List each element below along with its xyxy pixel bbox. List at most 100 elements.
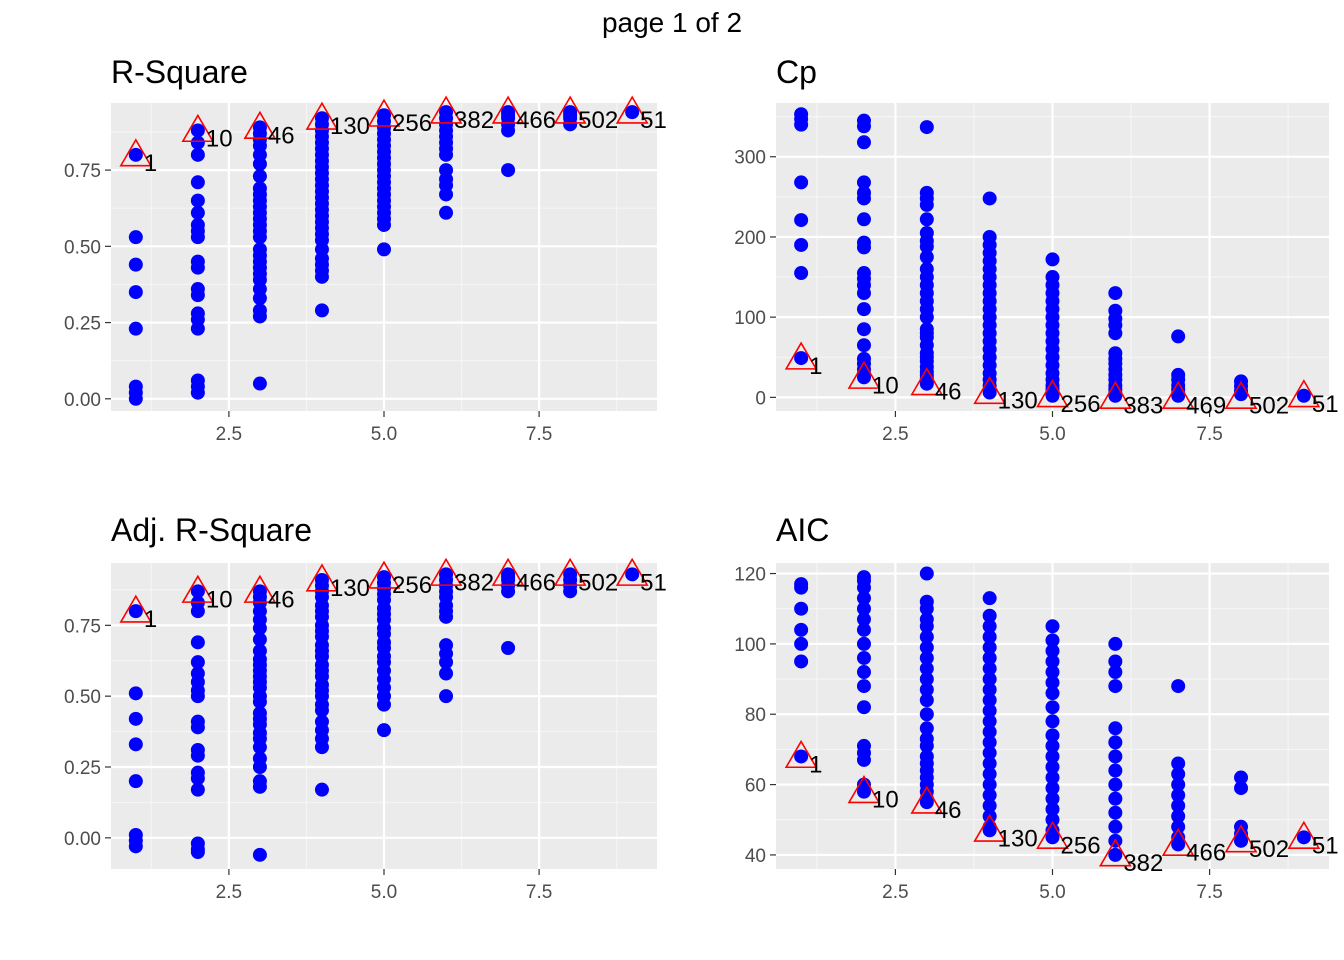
data-point bbox=[856, 191, 871, 206]
best-model-marker bbox=[429, 557, 463, 586]
data-point bbox=[794, 636, 809, 651]
data-point bbox=[128, 839, 143, 854]
y-tick-label: 80 bbox=[745, 705, 766, 726]
data-point bbox=[625, 105, 640, 120]
data-point bbox=[314, 782, 329, 797]
best-model-label: 10 bbox=[872, 787, 899, 814]
data-point bbox=[982, 191, 997, 206]
best-model-marker bbox=[615, 95, 649, 124]
x-tick-label: 7.5 bbox=[526, 882, 552, 903]
data-point bbox=[794, 237, 809, 252]
data-point bbox=[1045, 802, 1060, 817]
data-point bbox=[128, 285, 143, 300]
best-model-label: 502 bbox=[1249, 392, 1289, 419]
data-point bbox=[1171, 388, 1186, 403]
data-point bbox=[919, 619, 934, 634]
data-point bbox=[1171, 679, 1186, 694]
best-model-marker bbox=[305, 563, 339, 592]
data-point bbox=[919, 640, 934, 655]
data-point bbox=[190, 385, 205, 400]
data-point bbox=[1045, 738, 1060, 753]
data-point bbox=[1045, 252, 1060, 267]
data-point bbox=[982, 777, 997, 792]
best-model-marker bbox=[367, 560, 401, 589]
best-model-label: 466 bbox=[516, 569, 556, 596]
data-point bbox=[982, 591, 997, 606]
best-model-label: 46 bbox=[268, 586, 295, 613]
best-model-label: 469 bbox=[1186, 392, 1226, 419]
x-tick-label: 7.5 bbox=[526, 424, 552, 445]
data-point bbox=[1171, 788, 1186, 803]
data-point bbox=[190, 584, 205, 599]
data-point bbox=[314, 740, 329, 755]
data-point bbox=[252, 632, 267, 647]
x-tick-label: 2.5 bbox=[882, 424, 908, 445]
data-point bbox=[314, 703, 329, 718]
data-point bbox=[1171, 819, 1186, 834]
data-point bbox=[919, 120, 934, 135]
best-model-marker bbox=[1224, 824, 1258, 853]
best-model-marker bbox=[973, 375, 1007, 405]
data-point bbox=[252, 309, 267, 324]
best-model-label: 256 bbox=[392, 110, 432, 137]
data-point bbox=[856, 591, 871, 606]
data-point bbox=[1171, 767, 1186, 782]
data-point bbox=[563, 584, 578, 599]
data-point bbox=[1108, 735, 1123, 750]
panel-title: R-Square bbox=[111, 54, 248, 90]
panel-cp: Cp 0 100 200 300 2.5 5.0 7.5 1 10 46 130 256 383 469 5… bbox=[734, 54, 1338, 445]
data-point bbox=[190, 175, 205, 190]
panel-aic: AIC 40 60 80 100 120 2.5 5.0 7.5 1 10 46 130 256 382 4… bbox=[734, 512, 1338, 903]
data-point bbox=[856, 302, 871, 317]
data-point bbox=[128, 774, 143, 789]
data-point bbox=[794, 266, 809, 281]
best-model-label: 1 bbox=[809, 353, 822, 380]
best-model-marker bbox=[847, 360, 881, 389]
best-model-label: 51 bbox=[1312, 832, 1339, 859]
data-point bbox=[1045, 714, 1060, 729]
best-model-label: 382 bbox=[1123, 850, 1163, 877]
data-point bbox=[1045, 791, 1060, 806]
best-model-marker bbox=[615, 557, 649, 586]
data-point bbox=[1108, 326, 1123, 341]
data-point bbox=[1108, 777, 1123, 792]
data-point bbox=[190, 604, 205, 619]
data-point bbox=[190, 635, 205, 650]
data-point bbox=[190, 230, 205, 245]
data-point bbox=[982, 724, 997, 739]
data-point bbox=[919, 650, 934, 665]
best-model-label: 51 bbox=[640, 107, 667, 134]
best-model-label: 382 bbox=[454, 107, 494, 134]
best-model-label: 256 bbox=[1061, 391, 1101, 418]
data-point bbox=[190, 720, 205, 735]
y-tick-label: 0.25 bbox=[64, 314, 101, 335]
data-point bbox=[794, 601, 809, 616]
best-model-label: 383 bbox=[1123, 392, 1163, 419]
y-tick-label: 0 bbox=[755, 388, 766, 409]
data-point bbox=[190, 655, 205, 670]
x-tick-label: 2.5 bbox=[216, 424, 242, 445]
data-point bbox=[1108, 791, 1123, 806]
x-tick-label: 2.5 bbox=[216, 882, 242, 903]
best-model-label: 130 bbox=[998, 825, 1038, 852]
data-point bbox=[856, 679, 871, 694]
best-model-marker bbox=[367, 98, 401, 127]
data-point bbox=[314, 303, 329, 318]
data-point bbox=[190, 321, 205, 336]
data-point bbox=[982, 823, 997, 838]
data-point bbox=[1108, 636, 1123, 651]
data-point bbox=[982, 661, 997, 676]
data-point bbox=[190, 845, 205, 859]
panel-title: Adj. R-Square bbox=[111, 512, 312, 548]
data-point bbox=[128, 711, 143, 726]
data-point bbox=[1045, 812, 1060, 827]
data-point bbox=[252, 376, 267, 391]
data-point bbox=[190, 288, 205, 303]
data-point bbox=[794, 213, 809, 228]
data-point bbox=[856, 119, 871, 134]
data-point bbox=[1045, 643, 1060, 658]
data-point bbox=[856, 240, 871, 255]
best-model-marker bbox=[553, 557, 587, 586]
best-model-marker bbox=[1098, 838, 1132, 867]
data-point bbox=[439, 187, 454, 202]
